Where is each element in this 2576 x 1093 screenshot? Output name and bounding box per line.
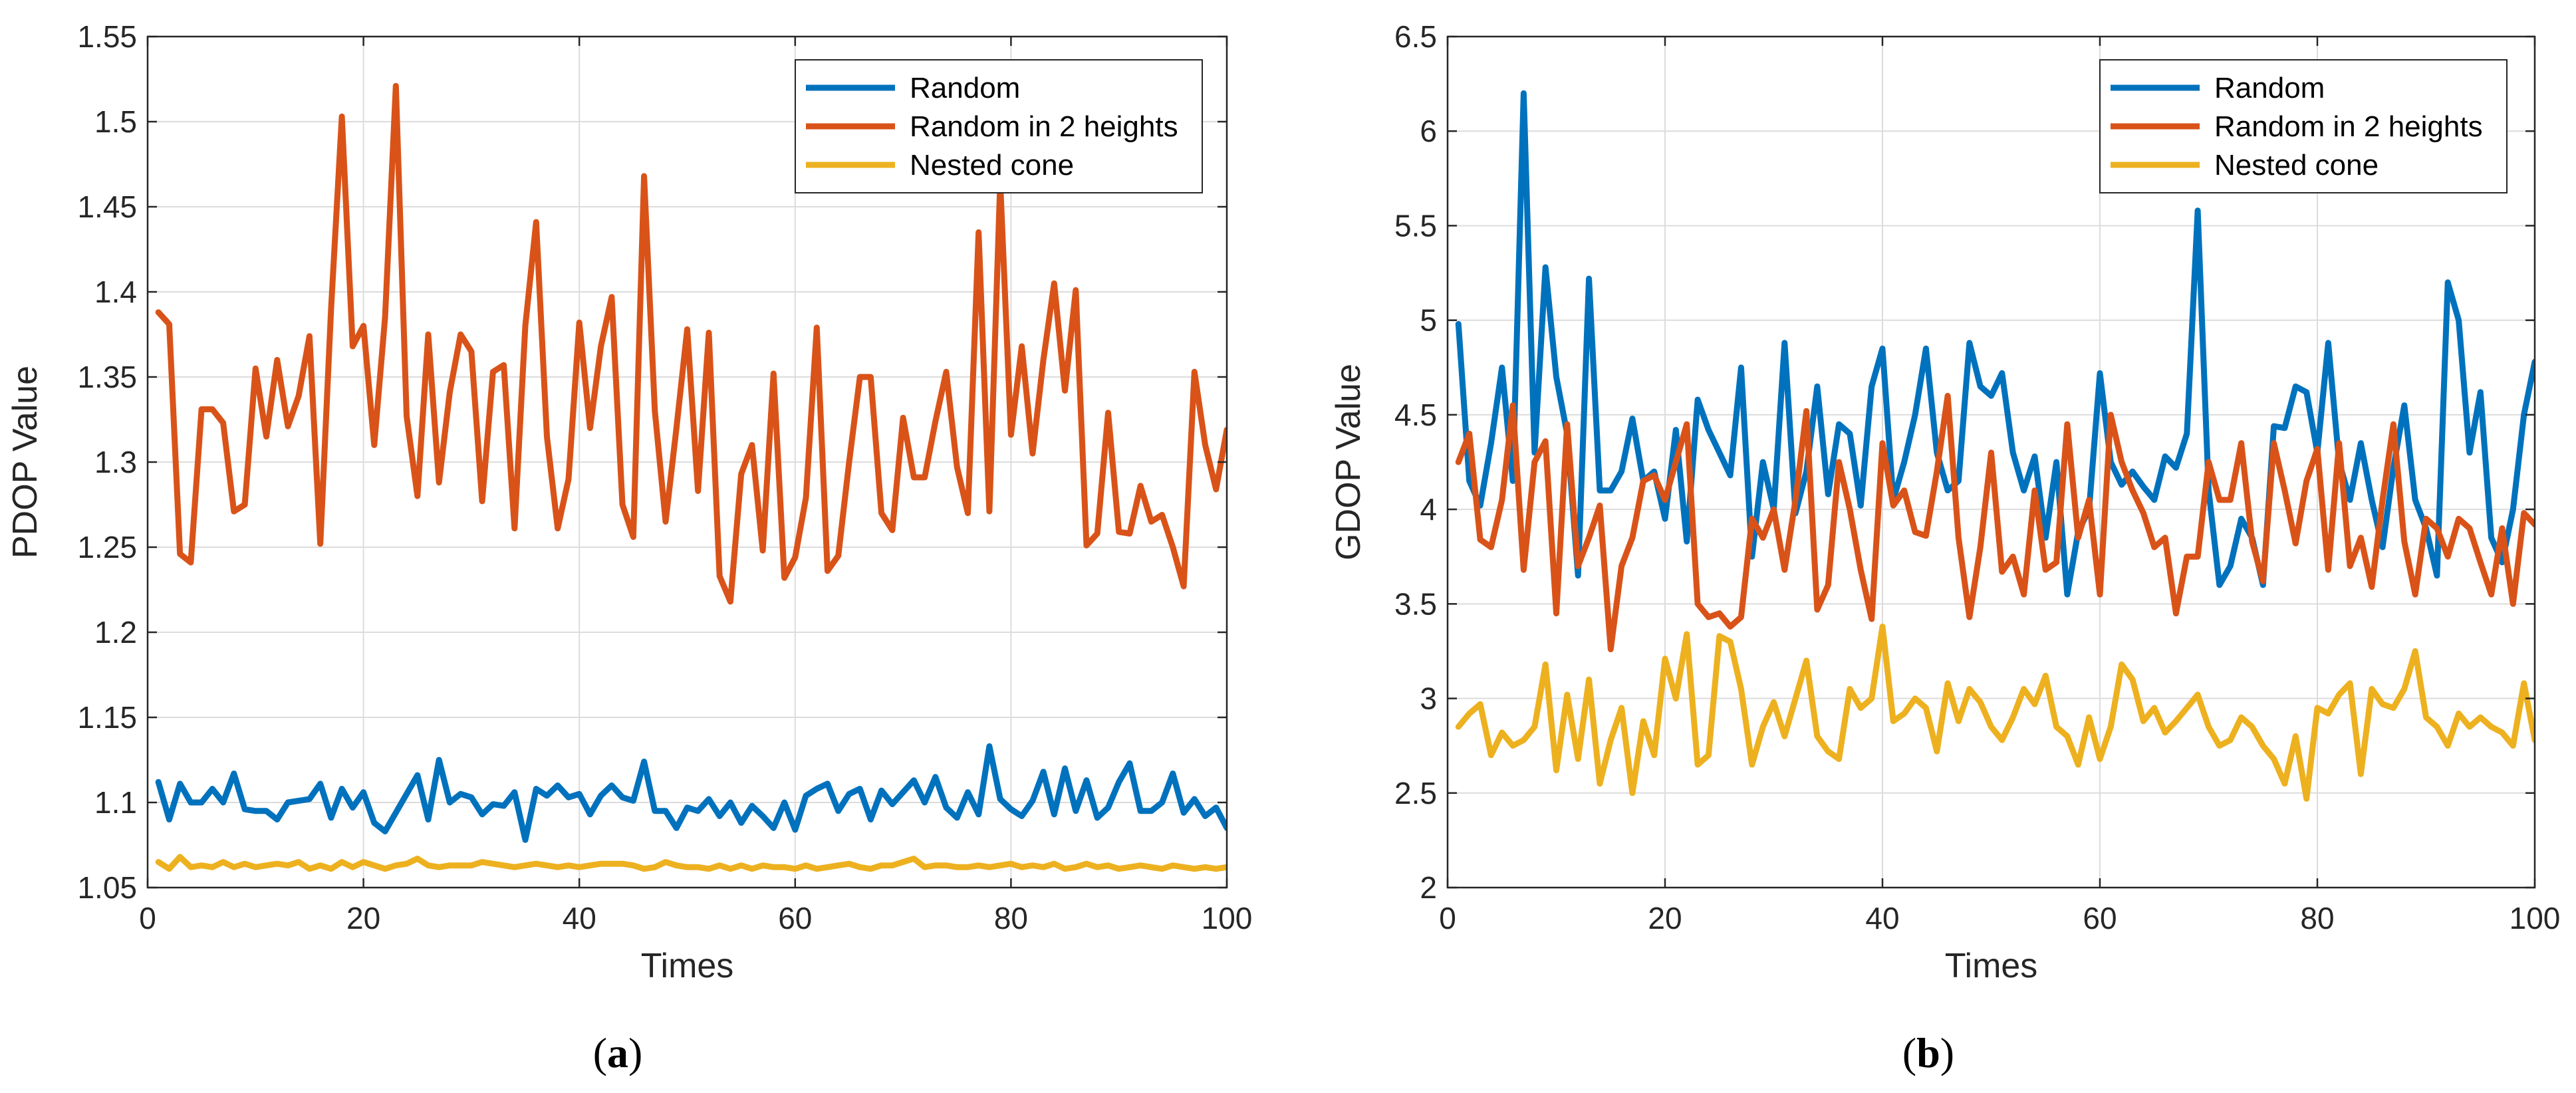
series-line-random — [1455, 90, 2535, 598]
y-tick-label: 1.3 — [94, 445, 137, 479]
panel-caption-b: (b) — [1902, 1029, 1954, 1076]
y-tick-label: 6 — [1420, 114, 1437, 148]
y-tick-label: 5 — [1420, 303, 1437, 338]
y-tick-label: 1.45 — [77, 189, 137, 224]
x-tick-label: 100 — [2510, 901, 2561, 935]
y-tick-label: 1.5 — [94, 104, 137, 139]
x-tick-label: 20 — [346, 901, 380, 935]
x-tick-label: 20 — [1648, 901, 1682, 935]
legend-label: Random — [910, 72, 1020, 104]
panel-caption-a: (a) — [593, 1029, 643, 1076]
legend-label: Nested cone — [910, 149, 1074, 182]
legend: Random Random in 2 heights Nested cone — [795, 59, 1203, 193]
legend-label: Random in 2 heights — [2214, 110, 2483, 143]
y-tick-label: 1.15 — [77, 700, 137, 735]
series-line-nested-cone — [155, 854, 1227, 872]
series-line-nested-cone — [1455, 624, 2535, 802]
y-tick-label: 1.4 — [94, 275, 137, 309]
series-line-random-in-2-heights — [1455, 392, 2535, 653]
legend-label: Random — [2214, 72, 2325, 104]
x-tick-label: 0 — [1439, 901, 1456, 935]
x-axis-label: Times — [1945, 947, 2038, 985]
legend-label: Nested cone — [2214, 149, 2379, 182]
y-axis-label: PDOP Value — [6, 366, 45, 558]
series-group — [1455, 90, 2535, 802]
y-tick-label: 3.5 — [1394, 586, 1437, 621]
x-tick-label: 40 — [563, 901, 596, 935]
panel-b: (b) 0 20 40 60 80 100 2 2.5 3 3.5 4 4.5 5 5.5 6 6.5 Time… — [1329, 19, 2560, 1076]
axes-box — [1446, 35, 2536, 889]
y-tick-label: 1.55 — [77, 19, 137, 54]
series-line-random — [155, 743, 1227, 843]
x-tick-label: 80 — [994, 901, 1028, 935]
x-tick-label: 60 — [778, 901, 812, 935]
y-tick-label: 1.1 — [94, 785, 137, 820]
y-tick-label: 1.35 — [77, 360, 137, 394]
y-tick-label: 2 — [1420, 870, 1437, 905]
x-axis-label: Times — [641, 947, 734, 985]
legend-label: Random in 2 heights — [910, 110, 1178, 143]
y-tick-label: 1.2 — [94, 615, 137, 650]
series-group — [155, 82, 1227, 872]
x-tick-label: 80 — [2300, 901, 2334, 935]
x-tick-label: 0 — [139, 901, 156, 935]
y-tick-label: 1.05 — [77, 870, 137, 905]
y-tick-label: 3 — [1420, 681, 1437, 716]
y-tick-label: 4 — [1420, 492, 1437, 527]
x-tick-label: 100 — [1202, 901, 1253, 935]
y-tick-label: 2.5 — [1394, 776, 1437, 810]
y-axis-label: GDOP Value — [1329, 364, 1368, 560]
y-tick-label: 6.5 — [1394, 19, 1437, 54]
legend: Random Random in 2 heights Nested cone — [2099, 59, 2508, 193]
series-line-random-in-2-heights — [155, 82, 1227, 605]
y-tick-label: 4.5 — [1394, 398, 1437, 432]
x-tick-label: 60 — [2083, 901, 2117, 935]
panel-a: (a) 0 20 40 60 80 100 1.05 1.1 1.15 1.2 1.25 1.3 1.3… — [6, 19, 1252, 1076]
y-tick-label: 1.25 — [77, 530, 137, 564]
x-tick-label: 40 — [1865, 901, 1899, 935]
y-tick-label: 5.5 — [1394, 208, 1437, 243]
